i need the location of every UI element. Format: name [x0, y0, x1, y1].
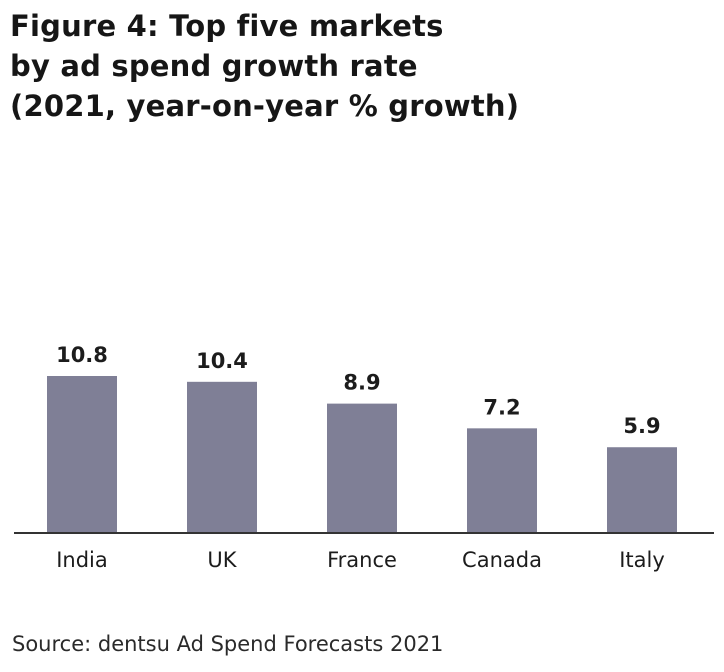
- bar-italy: [607, 447, 677, 533]
- chart-title-line-3: (2021, year-on-year % growth): [10, 89, 520, 123]
- bar-uk: [187, 381, 257, 533]
- bar-india: [47, 376, 117, 533]
- data-label: 10.4: [196, 349, 248, 373]
- category-label: Italy: [619, 548, 665, 572]
- bar-france: [327, 403, 397, 533]
- category-label: India: [56, 548, 108, 572]
- data-label: 10.8: [56, 343, 108, 367]
- data-label: 5.9: [623, 414, 660, 438]
- category-label: UK: [207, 548, 237, 572]
- chart-title-line-1: Figure 4: Top five markets: [10, 9, 444, 43]
- data-label: 7.2: [483, 395, 520, 419]
- data-label: 8.9: [343, 371, 380, 395]
- source-note: Source: dentsu Ad Spend Forecasts 2021: [12, 632, 444, 656]
- chart-title: Figure 4: Top five markets by ad spend g…: [10, 6, 710, 126]
- bar-canada: [467, 428, 537, 533]
- category-label: Canada: [462, 548, 542, 572]
- category-label: France: [327, 548, 397, 572]
- chart-title-line-2: by ad spend growth rate: [10, 49, 418, 83]
- bar-chart: 10.8 India 10.4 UK 8.9 France 7.2 Canada 5.9 Ital…: [14, 343, 714, 572]
